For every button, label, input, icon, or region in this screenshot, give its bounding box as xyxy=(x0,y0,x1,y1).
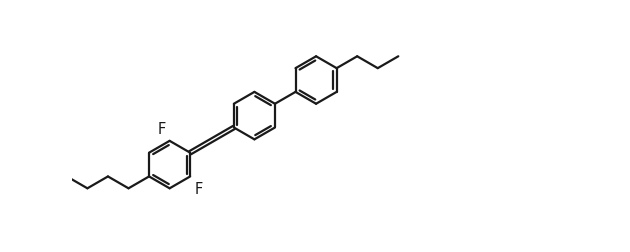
Text: F: F xyxy=(158,122,166,137)
Text: F: F xyxy=(194,182,203,197)
